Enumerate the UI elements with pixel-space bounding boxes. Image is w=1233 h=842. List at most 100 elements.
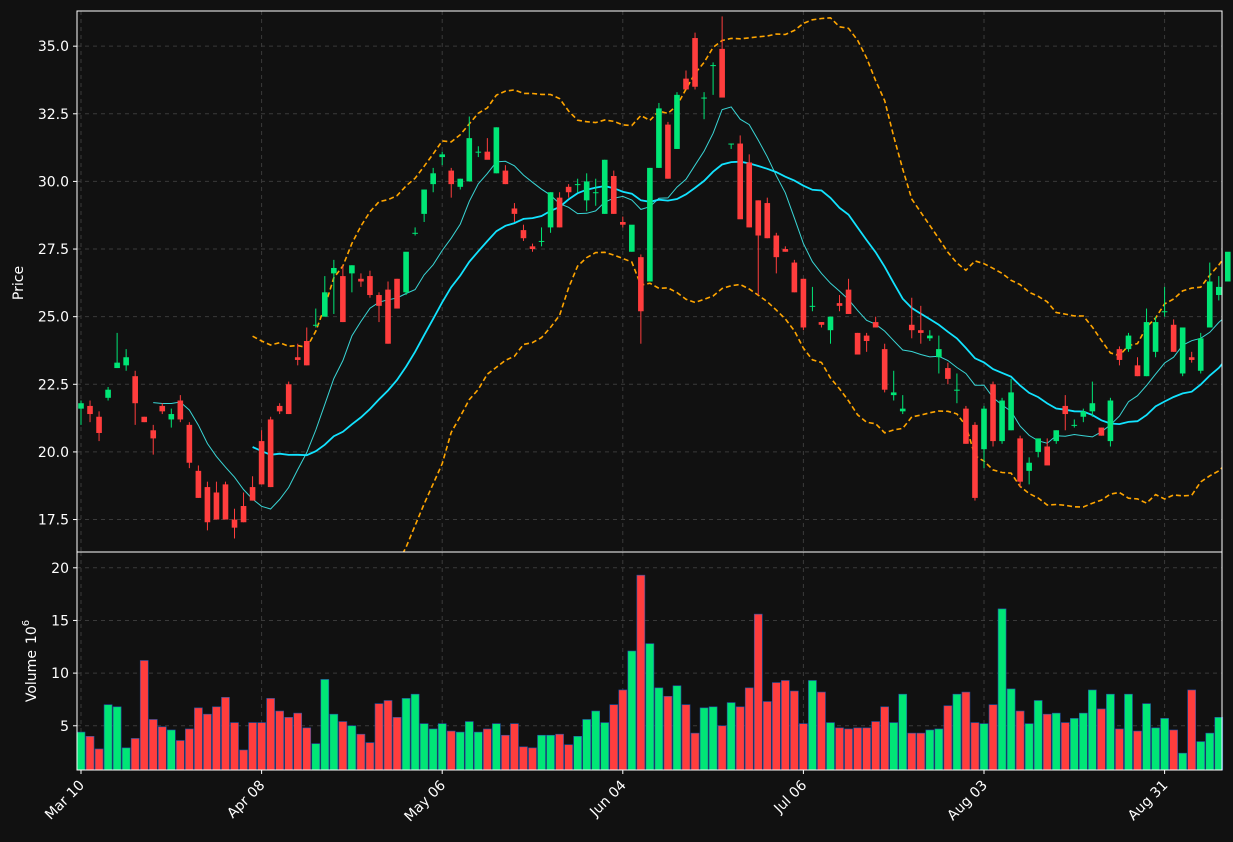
volume-bar bbox=[185, 728, 194, 771]
candle bbox=[917, 305, 924, 344]
volume-bar bbox=[817, 691, 826, 771]
volume-bar bbox=[1060, 722, 1070, 771]
candle bbox=[1215, 276, 1222, 301]
candle-body bbox=[1197, 338, 1204, 371]
candle bbox=[285, 381, 292, 415]
candle bbox=[294, 343, 301, 366]
volume-axis-exponent-base: 10 bbox=[24, 626, 40, 644]
candle bbox=[1116, 346, 1123, 366]
candle-body bbox=[475, 151, 482, 153]
volume-axis-exponent: 6 bbox=[21, 620, 32, 626]
candle bbox=[638, 254, 644, 344]
candle bbox=[1035, 438, 1041, 458]
volume-bar bbox=[871, 721, 880, 771]
volume-bar bbox=[726, 702, 736, 771]
candle-body bbox=[692, 38, 698, 87]
volume-bar bbox=[338, 721, 348, 771]
volume-bar bbox=[1160, 718, 1169, 771]
candle bbox=[150, 424, 157, 455]
candle-body bbox=[728, 143, 734, 145]
volume-bar bbox=[880, 706, 889, 771]
volume-tick-label: 5 bbox=[60, 719, 69, 735]
volume-bar bbox=[925, 729, 935, 771]
candle bbox=[303, 327, 310, 366]
candle-body bbox=[620, 221, 626, 225]
volume-bar bbox=[76, 731, 86, 771]
candle-body bbox=[1170, 324, 1177, 352]
volume-bar bbox=[293, 712, 303, 771]
candle bbox=[547, 192, 554, 233]
upper-band bbox=[252, 16, 1222, 357]
candle-body bbox=[746, 162, 753, 228]
candle-body bbox=[421, 189, 427, 214]
volume-bar bbox=[1042, 713, 1052, 771]
volume-bar bbox=[347, 725, 357, 771]
volume-bar bbox=[492, 723, 501, 771]
volume-bar bbox=[1070, 718, 1079, 771]
candle-body bbox=[1134, 365, 1141, 377]
candle bbox=[493, 127, 500, 174]
candle bbox=[168, 408, 175, 428]
volume-bar bbox=[483, 728, 492, 771]
volume-bar bbox=[835, 727, 844, 771]
volume-bar bbox=[591, 710, 601, 771]
volume-bar bbox=[555, 733, 564, 771]
candle-body bbox=[1161, 311, 1168, 313]
candle bbox=[439, 151, 445, 166]
volume-bar bbox=[1178, 752, 1187, 771]
candle-body bbox=[249, 487, 256, 501]
candle-body bbox=[1179, 327, 1186, 374]
candle bbox=[511, 203, 518, 222]
volume-bar bbox=[889, 722, 899, 771]
volume-bar bbox=[1133, 730, 1142, 771]
volume-bar bbox=[781, 680, 790, 771]
candle bbox=[836, 295, 843, 312]
candle bbox=[592, 178, 599, 206]
candle-body bbox=[78, 403, 84, 409]
volume-bar bbox=[1205, 732, 1215, 771]
volume-bar bbox=[302, 727, 312, 771]
candle bbox=[1062, 395, 1069, 431]
volume-bar bbox=[365, 742, 375, 771]
volume-bar bbox=[1124, 693, 1133, 771]
volume-bar bbox=[383, 700, 393, 771]
candle-body bbox=[890, 392, 897, 396]
candle bbox=[737, 135, 743, 220]
volume-bar bbox=[1051, 712, 1061, 771]
volume-bar bbox=[681, 704, 691, 771]
volume-bar bbox=[275, 710, 284, 771]
candle bbox=[656, 102, 662, 168]
candle-body bbox=[511, 208, 518, 214]
candle bbox=[231, 508, 238, 539]
volume-bar bbox=[1079, 712, 1088, 771]
volume-bar bbox=[257, 722, 266, 771]
candle bbox=[827, 316, 834, 344]
candle-body bbox=[981, 408, 987, 450]
candle bbox=[367, 270, 373, 298]
candle bbox=[421, 189, 427, 222]
candle bbox=[204, 481, 211, 531]
candle-body bbox=[1089, 403, 1096, 412]
candle-body bbox=[168, 414, 175, 420]
candle-body bbox=[583, 181, 590, 201]
volume-bar bbox=[1142, 703, 1151, 771]
volume-bar bbox=[1024, 723, 1034, 771]
candle bbox=[908, 297, 915, 339]
candle-body bbox=[367, 276, 373, 296]
volume-bar bbox=[519, 746, 528, 771]
candle bbox=[1107, 397, 1114, 447]
candle-body bbox=[647, 167, 653, 282]
volume-bar bbox=[474, 731, 483, 771]
candle bbox=[1098, 427, 1105, 436]
volume-bar bbox=[997, 608, 1007, 771]
candle-body bbox=[936, 349, 942, 358]
candle bbox=[1053, 430, 1060, 444]
candle-body bbox=[412, 232, 418, 234]
candle bbox=[674, 92, 680, 149]
candle bbox=[1143, 308, 1150, 377]
volume-bar bbox=[582, 719, 591, 771]
volume-bar bbox=[148, 719, 158, 771]
candle-body bbox=[999, 400, 1005, 442]
